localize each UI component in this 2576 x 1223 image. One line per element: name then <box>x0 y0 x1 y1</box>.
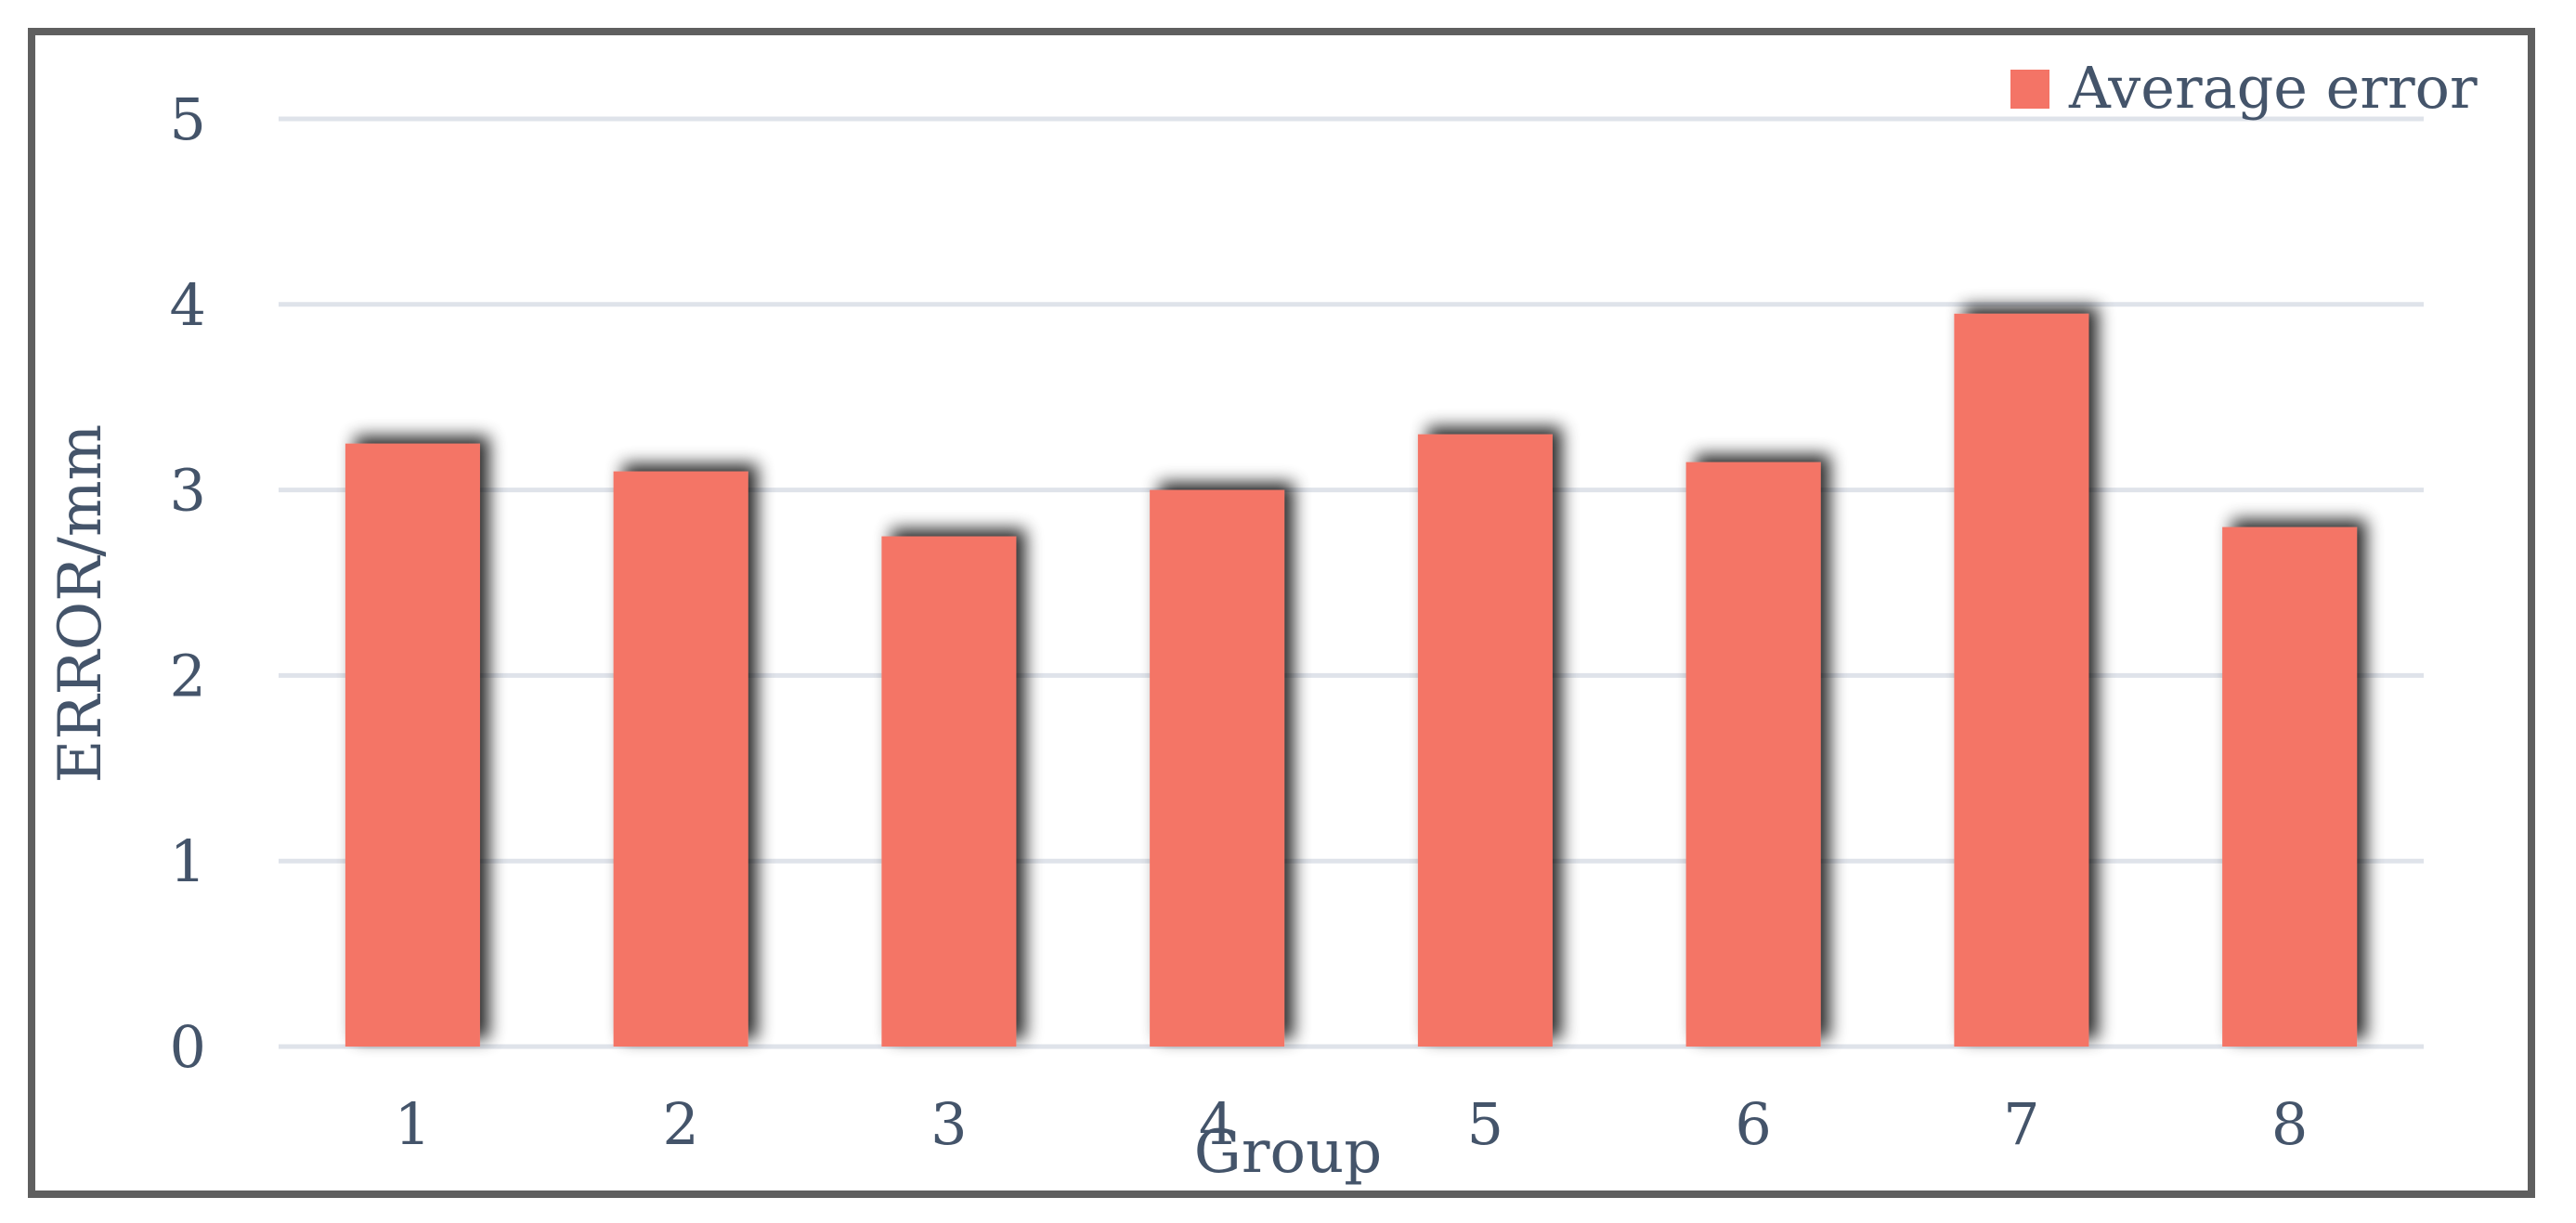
bar-group-5 <box>1417 434 1553 1047</box>
x-axis-ticks: 1 2 3 4 5 6 7 8 <box>395 1090 2309 1158</box>
legend-swatch <box>2010 70 2049 109</box>
bar-group-2 <box>613 471 748 1047</box>
x-tick-label: 6 <box>1735 1090 1771 1158</box>
y-tick-label: 2 <box>170 642 206 709</box>
y-axis-ticks: 0 1 2 3 4 5 <box>170 85 206 1081</box>
x-tick-label: 2 <box>662 1090 698 1158</box>
bar-group-8 <box>2222 527 2358 1047</box>
bar-group-4 <box>1150 489 1285 1047</box>
y-tick-label: 0 <box>170 1013 206 1081</box>
y-tick-label: 1 <box>170 827 206 895</box>
legend: Average error <box>2010 54 2478 122</box>
x-tick-label: 7 <box>2003 1090 2039 1158</box>
x-tick-label: 8 <box>2271 1090 2308 1158</box>
bar-group-1 <box>345 443 480 1047</box>
bar-group-6 <box>1685 462 1821 1047</box>
bar-group-3 <box>881 536 1017 1047</box>
y-tick-label: 3 <box>170 457 206 525</box>
x-tick-label: 3 <box>930 1090 967 1158</box>
y-tick-label: 5 <box>170 85 206 153</box>
gridlines <box>279 116 2424 1049</box>
x-tick-label: 4 <box>1199 1090 1235 1158</box>
legend-label: Average error <box>2068 54 2478 122</box>
bar-group-7 <box>1954 313 2089 1047</box>
y-axis-title: ERROR/mm <box>46 424 115 784</box>
y-tick-label: 4 <box>170 271 206 339</box>
bars <box>345 313 2358 1047</box>
x-axis-title: Group <box>1194 1118 1382 1187</box>
x-tick-label: 5 <box>1467 1090 1503 1158</box>
x-tick-label: 1 <box>395 1090 431 1158</box>
